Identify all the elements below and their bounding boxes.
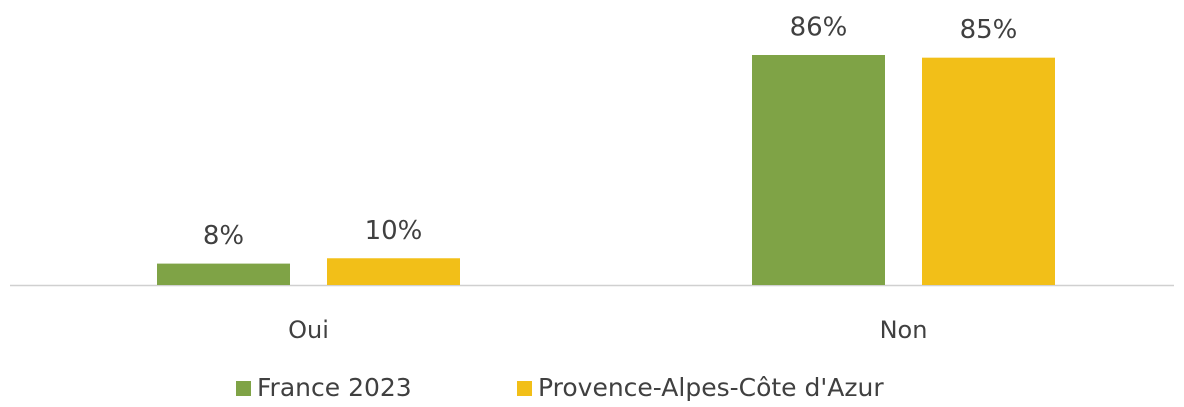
legend-label: Provence-Alpes-Côte d'Azur [538, 373, 884, 402]
legend-swatch [517, 381, 532, 396]
bar [157, 263, 290, 285]
data-label: 85% [960, 15, 1018, 45]
bar [922, 57, 1055, 285]
bar [327, 258, 460, 285]
data-label: 86% [790, 13, 848, 43]
x-tick-label: Non [880, 316, 928, 344]
data-label: 10% [365, 216, 423, 246]
bar [752, 55, 885, 285]
legend-label: France 2023 [257, 373, 412, 402]
legend-swatch [236, 381, 251, 396]
x-tick-label: Oui [288, 316, 329, 344]
data-label: 8% [203, 221, 244, 251]
